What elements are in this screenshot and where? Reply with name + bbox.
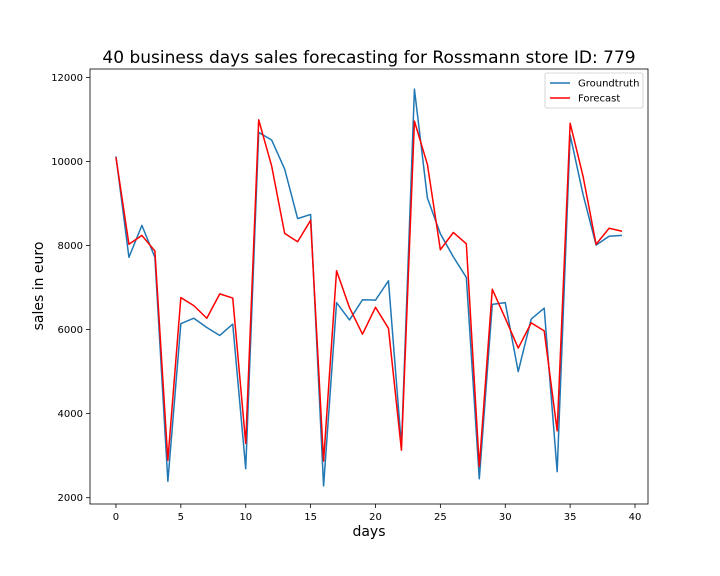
y-axis-ticks: 2000 4000 6000 8000 10000 12000 [51, 73, 90, 504]
x-tick-label: 40 [629, 512, 642, 523]
x-axis-ticks: 0 5 10 15 20 25 30 35 40 [113, 504, 642, 523]
x-tick-label: 20 [369, 512, 382, 523]
x-tick-label: 35 [564, 512, 577, 523]
x-tick-label: 0 [113, 512, 119, 523]
y-tick-label: 12000 [51, 73, 83, 84]
y-tick-label: 8000 [58, 241, 83, 252]
y-axis-label: sales in euro [31, 242, 47, 331]
x-tick-label: 5 [178, 512, 184, 523]
y-tick-label: 2000 [58, 493, 83, 504]
chart-title: 40 business days sales forecasting for R… [102, 48, 635, 68]
x-tick-label: 30 [499, 512, 512, 523]
plot-area [89, 68, 649, 505]
legend: Groundtruth Forecast [544, 72, 644, 109]
y-tick-label: 4000 [58, 409, 83, 420]
x-tick-label: 15 [304, 512, 317, 523]
x-tick-label: 25 [434, 512, 447, 523]
x-axis-label: days [352, 524, 385, 540]
series-line-groundtruth [115, 88, 623, 487]
y-tick-label: 6000 [58, 325, 83, 336]
plot-frame [89, 68, 649, 505]
legend-box [544, 72, 644, 109]
legend-label-groundtruth: Groundtruth [578, 79, 639, 90]
legend-label-forecast: Forecast [578, 94, 620, 105]
series-line-forecast [115, 119, 623, 468]
series-layer [115, 88, 623, 487]
y-tick-label: 10000 [51, 157, 83, 168]
x-tick-label: 10 [239, 512, 252, 523]
